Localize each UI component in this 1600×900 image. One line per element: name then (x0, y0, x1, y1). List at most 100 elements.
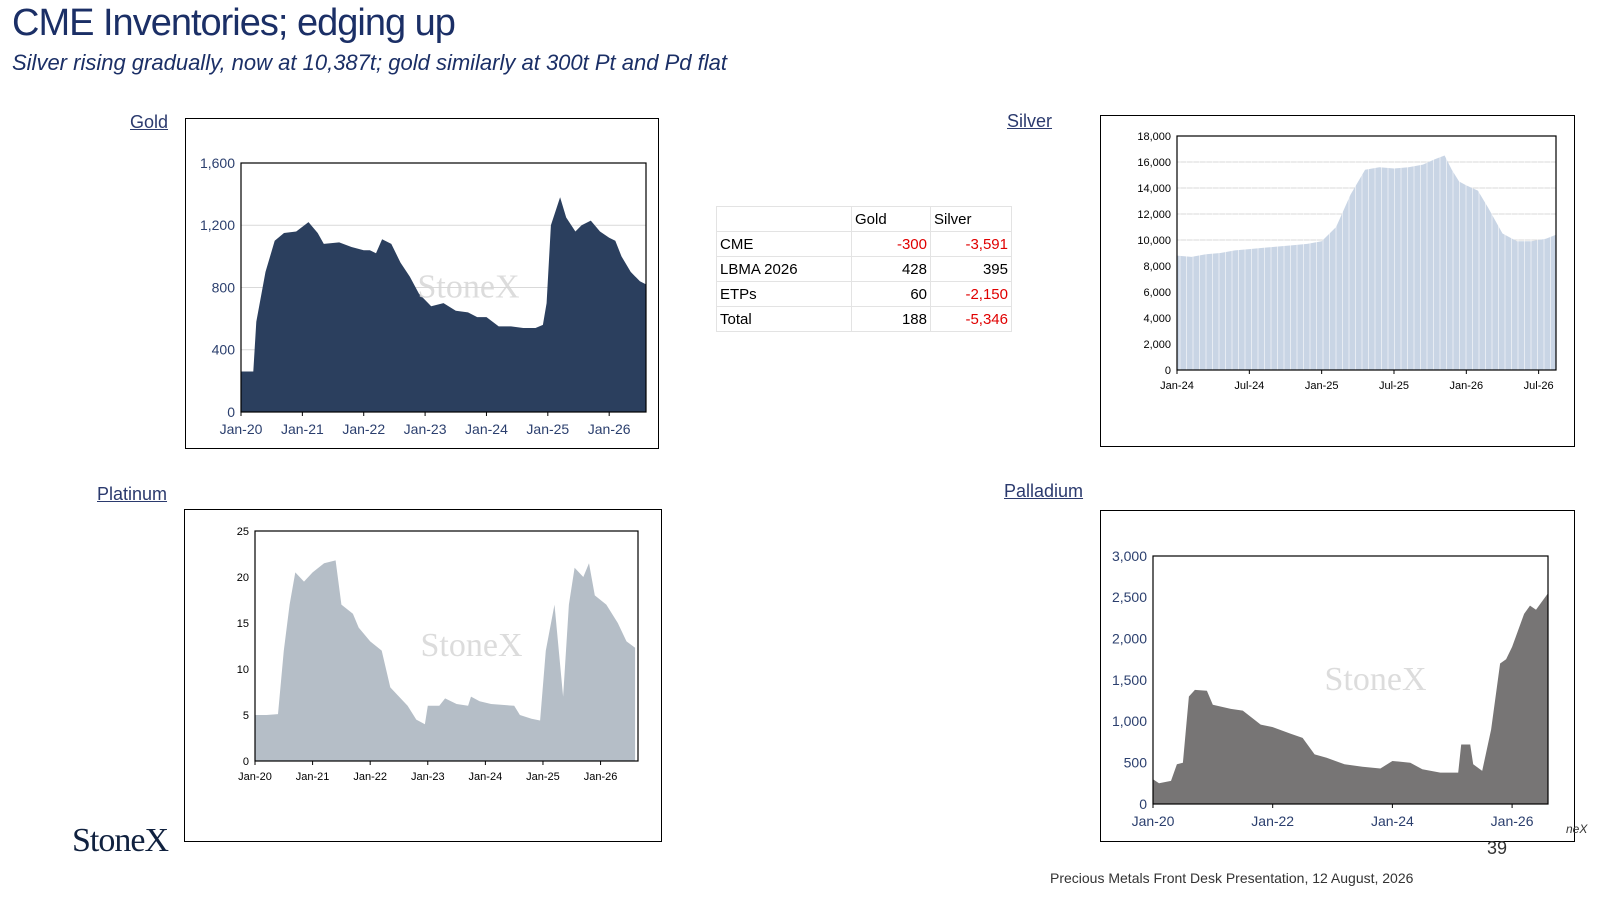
silver-y-tick-label: 12,000 (1137, 209, 1171, 221)
platinum-watermark: StoneX (421, 627, 523, 664)
table-header-cell (716, 206, 852, 232)
palladium-area-series (1153, 593, 1548, 804)
gold-y-tick-label: 800 (212, 279, 236, 295)
palladium-y-tick-label: 2,000 (1112, 631, 1147, 647)
gold-x-tick-label: Jan-25 (526, 421, 569, 437)
silver-chart-label: Silver (1007, 111, 1053, 131)
table-row: Total 188 -5,346 (716, 306, 1012, 332)
palladium-chart-label: Palladium (1004, 481, 1084, 501)
platinum-y-tick-label: 0 (243, 756, 249, 768)
platinum-y-tick-label: 10 (237, 664, 249, 676)
palladium-y-tick-label: 2,500 (1112, 589, 1147, 605)
presentation-footer: Precious Metals Front Desk Presentation,… (1050, 870, 1414, 886)
silver-y-tick-label: 18,000 (1137, 131, 1171, 143)
palladium-x-tick-label: Jan-26 (1491, 813, 1534, 829)
palladium-y-tick-label: 1,500 (1112, 672, 1147, 688)
corner-watermark-fragment: neX (1566, 822, 1588, 836)
platinum-chart-panel: StoneX 0 5 10 15 20 25 Jan-20 Jan-21 Jan-22 Jan-23… (184, 509, 662, 842)
platinum-chart-label: Platinum (97, 484, 168, 504)
table-cell-gold: -300 (851, 231, 931, 257)
stonex-logo: StoneX (72, 822, 169, 859)
gold-x-tick-label: Jan-22 (342, 421, 385, 437)
table-row-label: Total (716, 306, 852, 332)
gold-area-series (241, 197, 646, 412)
table-cell-silver: -3,591 (930, 231, 1012, 257)
gold-y-tick-label: 1,600 (200, 155, 235, 171)
platinum-area-series (255, 560, 636, 761)
silver-x-tick-label: Jul-26 (1524, 380, 1554, 392)
table-row: CME -300 -3,591 (716, 231, 1012, 257)
silver-x-tick-label: Jul-25 (1379, 380, 1409, 392)
platinum-chart: StoneX 0 5 10 15 20 25 Jan-20 Jan-21 Jan-22 Jan-23… (237, 526, 639, 783)
table-cell-gold: 60 (851, 281, 931, 307)
platinum-y-tick-label: 5 (243, 710, 249, 722)
silver-y-tick-label: 0 (1165, 365, 1171, 377)
palladium-chart: StoneX 0 500 1,000 1,500 2,000 2,500 3,000 Jan-2… (1112, 548, 1549, 829)
palladium-x-tick-label: Jan-22 (1251, 813, 1294, 829)
platinum-x-tick-label: Jan-24 (469, 771, 503, 783)
silver-y-tick-label: 16,000 (1137, 157, 1171, 169)
gold-y-tick-label: 1,200 (200, 217, 235, 233)
silver-plot-frame (1176, 135, 1557, 371)
platinum-plot-frame (254, 530, 639, 762)
gold-x-tick-label: Jan-20 (220, 421, 263, 437)
platinum-x-tick-label: Jan-23 (411, 771, 445, 783)
silver-y-tick-label: 2,000 (1143, 339, 1171, 351)
table-row: LBMA 2026 428 395 (716, 256, 1012, 282)
platinum-x-tick-label: Jan-25 (526, 771, 560, 783)
gold-x-tick-label: Jan-21 (281, 421, 324, 437)
palladium-x-tick-label: Jan-20 (1132, 813, 1175, 829)
gold-chart-label: Gold (130, 112, 169, 132)
palladium-watermark: StoneX (1325, 661, 1427, 698)
silver-y-tick-label: 8,000 (1143, 261, 1171, 273)
palladium-y-tick-label: 500 (1124, 755, 1148, 771)
gold-x-tick-label: Jan-26 (588, 421, 631, 437)
page-subtitle: Silver rising gradually, now at 10,387t;… (12, 50, 727, 75)
platinum-x-tick-label: Jan-22 (353, 771, 387, 783)
platinum-x-tick-label: Jan-21 (296, 771, 330, 783)
table-cell-silver: -2,150 (930, 281, 1012, 307)
palladium-y-tick-label: 1,000 (1112, 713, 1147, 729)
platinum-y-tick-label: 20 (237, 572, 249, 584)
table-cell-silver: 395 (930, 256, 1012, 282)
gold-chart-panel: StoneX 0 400 800 1,200 1,600 Jan-20 Jan-21 Jan-2… (185, 118, 659, 449)
platinum-y-tick-label: 25 (237, 526, 249, 538)
table-header-row: Gold Silver (716, 206, 1012, 232)
platinum-y-tick-label: 15 (237, 618, 249, 630)
table-row: ETPs 60 -2,150 (716, 281, 1012, 307)
palladium-y-tick-label: 3,000 (1112, 548, 1147, 564)
table-row-label: CME (716, 231, 852, 257)
table-row-label: LBMA 2026 (716, 256, 852, 282)
gold-chart: StoneX 0 400 800 1,200 1,600 Jan-20 Jan-21 Jan-2… (200, 155, 647, 437)
table-cell-silver: -5,346 (930, 306, 1012, 332)
page-number: 39 (1487, 838, 1508, 858)
silver-x-tick-label: Jan-24 (1160, 380, 1194, 392)
platinum-x-tick-label: Jan-20 (238, 771, 272, 783)
silver-y-tick-label: 10,000 (1137, 235, 1171, 247)
table-cell-gold: 188 (851, 306, 931, 332)
palladium-x-tick-label: Jan-24 (1371, 813, 1414, 829)
silver-x-tick-label: Jan-25 (1305, 380, 1339, 392)
platinum-x-tick-label: Jan-26 (584, 771, 618, 783)
silver-y-tick-label: 14,000 (1137, 183, 1171, 195)
gold-x-tick-label: Jan-23 (404, 421, 447, 437)
page-title: CME Inventories; edging up (12, 2, 456, 44)
silver-x-tick-label: Jan-26 (1449, 380, 1483, 392)
gold-plot-frame (240, 162, 647, 413)
table-row-label: ETPs (716, 281, 852, 307)
gold-watermark: StoneX (418, 269, 520, 306)
silver-chart: 0 2,000 4,000 6,000 8,000 10,000 12,000 14,000 1… (1137, 131, 1557, 392)
silver-y-tick-label: 6,000 (1143, 287, 1171, 299)
table-header-cell: Silver (930, 206, 1012, 232)
silver-x-tick-label: Jul-24 (1234, 380, 1264, 392)
gold-x-tick-label: Jan-24 (465, 421, 508, 437)
summary-table: Gold Silver CME -300 -3,591 LBMA 2026 42… (716, 206, 1012, 332)
palladium-y-tick-label: 0 (1139, 796, 1147, 812)
palladium-plot-frame (1152, 555, 1549, 805)
table-header-cell: Gold (851, 206, 931, 232)
gold-y-tick-label: 400 (212, 342, 236, 358)
table-cell-gold: 428 (851, 256, 931, 282)
silver-chart-panel: 0 2,000 4,000 6,000 8,000 10,000 12,000 14,000 1… (1100, 115, 1575, 447)
palladium-chart-panel: StoneX 0 500 1,000 1,500 2,000 2,500 3,000 Jan-2… (1100, 510, 1575, 842)
silver-area-series (1177, 155, 1556, 370)
